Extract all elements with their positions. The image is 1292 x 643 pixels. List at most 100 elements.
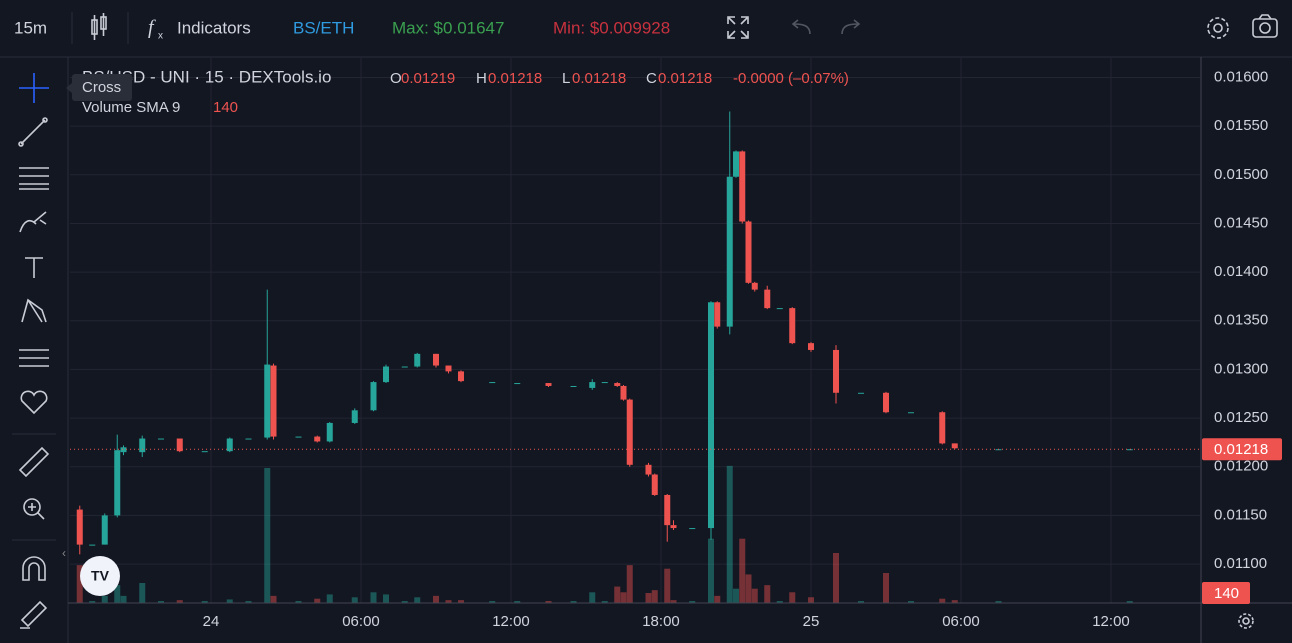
volume-bar	[858, 601, 864, 603]
lock-draw-tool[interactable]	[20, 600, 48, 629]
low-value: 0.01218	[572, 70, 626, 87]
volume-bar	[689, 601, 696, 603]
volume-bar	[776, 601, 783, 603]
y-tick-label: 0.01550	[1214, 117, 1268, 134]
prediction-tool[interactable]	[19, 349, 49, 367]
volume-bar	[670, 600, 677, 603]
brush-tool[interactable]	[19, 211, 47, 233]
volume-bar	[714, 595, 721, 603]
tooltip-box	[72, 74, 132, 101]
candle-body	[445, 365, 452, 372]
y-tick-label: 0.01400	[1214, 263, 1268, 280]
volume-title: Volume SMA 9	[82, 99, 180, 116]
candle-body	[789, 308, 796, 344]
volume-bar	[645, 593, 652, 603]
volume-bar	[445, 600, 452, 603]
volume-bar	[951, 600, 958, 603]
volume-bar	[514, 601, 521, 603]
candle-body	[326, 422, 333, 442]
candle-body	[570, 385, 577, 387]
magnet-tool[interactable]	[22, 556, 46, 581]
open-label: O	[390, 70, 402, 87]
zoom-tool[interactable]	[23, 498, 45, 520]
high-label: H	[476, 70, 487, 87]
legend: BS/USD - UNI · 15 · DEXTools.io O 0.0121…	[82, 67, 849, 115]
volume-bar	[114, 585, 121, 603]
collapse-arrow[interactable]: ‹	[62, 546, 66, 560]
volume-bar	[89, 601, 96, 603]
trend-line-tool[interactable]	[18, 117, 48, 147]
candle-body	[295, 436, 302, 438]
x-tick-label: 18:00	[642, 613, 680, 630]
volume-bar	[833, 553, 839, 603]
candle-body	[764, 289, 771, 309]
last-price-label: 0.01218	[1214, 441, 1268, 458]
volume-bar	[808, 597, 814, 603]
snapshot-icon[interactable]	[1252, 14, 1278, 38]
candle-body	[614, 383, 621, 386]
volume-bar	[570, 601, 577, 603]
volume-sma-label: 140	[1214, 585, 1239, 602]
crosshair-tool[interactable]	[19, 73, 49, 103]
undo-icon[interactable]	[791, 19, 811, 35]
fx-icon[interactable]: f	[148, 17, 156, 39]
candle-body	[626, 399, 633, 465]
candle-body	[739, 151, 746, 222]
y-tick-label: 0.01300	[1214, 360, 1268, 377]
candle-body	[589, 382, 596, 388]
open-value: 0.01219	[401, 70, 455, 87]
settings-icon[interactable]	[1207, 17, 1229, 39]
volume-bar	[433, 595, 439, 603]
text-tool[interactable]	[25, 257, 43, 278]
left-toolbar: ‹	[12, 73, 66, 629]
y-tick-label: 0.01350	[1214, 312, 1268, 329]
fib-tool[interactable]	[19, 167, 49, 190]
candle-body	[514, 383, 521, 385]
candle-body	[908, 412, 914, 414]
candle-body	[745, 221, 752, 283]
candle-body	[808, 343, 814, 350]
fullscreen-icon[interactable]	[727, 16, 749, 39]
volume-bar	[139, 583, 146, 603]
indicators-button[interactable]: Indicators	[177, 18, 251, 37]
candle-body	[433, 353, 439, 366]
candle-body	[489, 382, 496, 384]
chart-title: BS/USD - UNI · 15 · DEXTools.io	[82, 67, 331, 86]
y-tick-label: 0.01100	[1214, 555, 1267, 572]
chart-plot	[70, 58, 1200, 603]
volume-bar	[739, 538, 746, 603]
candle-body	[939, 412, 946, 444]
pair-button[interactable]: BS/ETH	[293, 18, 354, 37]
interval-button[interactable]: 15m	[14, 18, 47, 37]
candle-body	[139, 438, 146, 453]
candle-body	[176, 438, 183, 452]
ruler-tool[interactable]	[18, 446, 50, 478]
y-tick-label: 0.01200	[1214, 458, 1268, 475]
candle-body	[245, 438, 252, 440]
candle-body	[645, 464, 652, 475]
candle-body	[776, 308, 783, 310]
candle-body	[401, 366, 408, 368]
volume-bar	[76, 565, 83, 603]
candle-body	[314, 436, 321, 442]
candle-body	[726, 176, 733, 327]
y-tick-label: 0.01250	[1214, 409, 1268, 426]
volume-bar	[995, 601, 1002, 603]
candle-type-icon[interactable]	[91, 13, 107, 40]
pattern-tool[interactable]	[21, 298, 47, 323]
candle-body	[733, 151, 739, 177]
candle-body	[158, 438, 164, 440]
volume-bar	[158, 601, 164, 603]
candle-body	[226, 438, 233, 452]
high-value: 0.01218	[488, 70, 542, 87]
redo-icon[interactable]	[841, 19, 861, 35]
volume-bar	[908, 601, 914, 603]
volume-bar	[751, 588, 758, 603]
candle-body	[714, 302, 721, 327]
favorites-tool[interactable]	[20, 390, 48, 415]
candle-body	[89, 544, 96, 546]
volume-bar	[733, 588, 739, 603]
axis-settings-icon[interactable]	[1238, 613, 1254, 629]
